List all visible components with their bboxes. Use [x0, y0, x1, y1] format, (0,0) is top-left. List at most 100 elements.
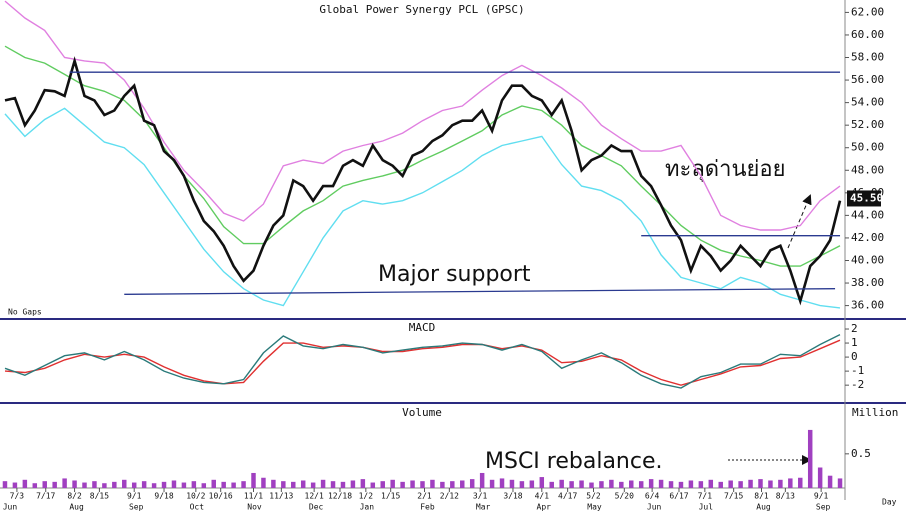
volume-bar [440, 481, 445, 488]
month-label: May [587, 503, 602, 512]
x-tick-label: 6/17 [669, 492, 688, 501]
volume-bar [241, 481, 246, 488]
volume-bar [340, 481, 346, 488]
y-tick-label: 60.00 [851, 28, 884, 41]
x-tick-label: 10/2 [186, 492, 205, 501]
month-label: Apr [537, 503, 552, 512]
volume-bar [559, 479, 564, 488]
y-tick-label: 58.00 [851, 51, 884, 64]
volume-bar [181, 482, 187, 488]
volume-bar [22, 479, 28, 488]
volume-bar [231, 482, 236, 488]
y-tick-label: 40.00 [851, 253, 884, 266]
month-label: Sep [816, 503, 831, 512]
x-tick-label: 12/1 [305, 492, 324, 501]
series-line [4, 56, 842, 306]
y-tick-label: -2 [851, 378, 864, 391]
volume-bar [589, 482, 594, 488]
volume-bar [191, 481, 197, 488]
series-line [4, 107, 841, 309]
x-tick-label: 11/13 [269, 492, 293, 501]
volume-bar [291, 481, 296, 488]
volume-bar [599, 481, 604, 488]
x-tick-label: 7/1 [698, 492, 713, 501]
month-label: Jun [647, 503, 662, 512]
y-tick-label: 48.00 [851, 163, 884, 176]
volume-bar [718, 481, 723, 488]
volume-bar [300, 480, 306, 488]
volume-bar [271, 479, 276, 488]
y-tick-label: 52.00 [851, 118, 884, 131]
x-tick-label: 4/17 [558, 492, 577, 501]
volume-bar [410, 480, 415, 488]
y-tick-label: 42.00 [851, 231, 884, 244]
month-label: Mar [476, 503, 491, 512]
volume-bar [698, 481, 704, 488]
volume-bar [798, 477, 803, 488]
y-tick-label: 38.00 [851, 276, 884, 289]
y-tick-label: 2 [851, 322, 858, 335]
volume-bar [529, 480, 535, 488]
x-tick-label: 4/1 [535, 492, 550, 501]
volume-bar [629, 480, 634, 488]
y-tick-label: 0.5 [851, 447, 871, 460]
chart-title: Global Power Synergy PCL (GPSC) [319, 3, 524, 16]
volume-bar [141, 481, 147, 488]
y-unit: Million [852, 406, 898, 419]
x-tick-label: 8/15 [90, 492, 109, 501]
volume-bar [609, 479, 614, 488]
trendline [124, 288, 836, 295]
volume-bar [102, 483, 107, 488]
x-tick-label: 7/17 [36, 492, 55, 501]
y-tick-label: 62.00 [851, 5, 884, 18]
volume-bar [827, 475, 833, 488]
volume-bar [151, 483, 157, 488]
volume-bar [539, 477, 545, 488]
x-tick-label: 2/1 [417, 492, 432, 501]
volume-bar [638, 481, 644, 488]
volume-bar [807, 429, 813, 488]
volume-bar [360, 479, 366, 488]
volume-bar [350, 480, 356, 488]
month-label: Feb [420, 503, 435, 512]
volume-bar [12, 482, 18, 488]
volume-bar [748, 479, 753, 488]
volume-bar [310, 482, 316, 488]
y-tick-label: 1 [851, 336, 858, 349]
volume-bar [489, 479, 495, 488]
month-label: Aug [69, 503, 84, 512]
series-line [4, 339, 841, 386]
volume-bar [62, 478, 67, 488]
month-label: Dec [309, 503, 324, 512]
month-label: Jun [3, 503, 18, 512]
volume-bar [251, 472, 256, 488]
volume-bar [281, 481, 286, 488]
y-tick-label: 44.00 [851, 208, 884, 221]
volume-bar [479, 472, 485, 488]
volume-bar [788, 478, 793, 488]
month-label: Nov [247, 503, 262, 512]
volume-bar [519, 481, 525, 488]
volume-bar [161, 481, 167, 488]
volume-bar [579, 480, 584, 488]
volume-bar [261, 477, 266, 488]
panel-title: Volume [402, 406, 442, 419]
volume-bar [390, 479, 395, 488]
month-label: Jan [360, 503, 375, 512]
volume-bar [430, 479, 435, 488]
volume-bar [400, 481, 405, 488]
x-tick-label: 8/2 [67, 492, 82, 501]
volume-bar [460, 480, 465, 488]
last-price-label: 45.50 [850, 191, 883, 204]
x-tick-label: 3/18 [503, 492, 522, 501]
x-tick-label: 5/2 [586, 492, 601, 501]
volume-bar [221, 481, 226, 488]
volume-bar [32, 483, 38, 488]
volume-bar [668, 481, 674, 488]
x-tick-label: 9/1 [127, 492, 142, 501]
volume-bar [658, 479, 664, 488]
panel-title: MACD [409, 321, 436, 334]
volume-bar [42, 481, 47, 488]
volume-bar [380, 481, 385, 488]
